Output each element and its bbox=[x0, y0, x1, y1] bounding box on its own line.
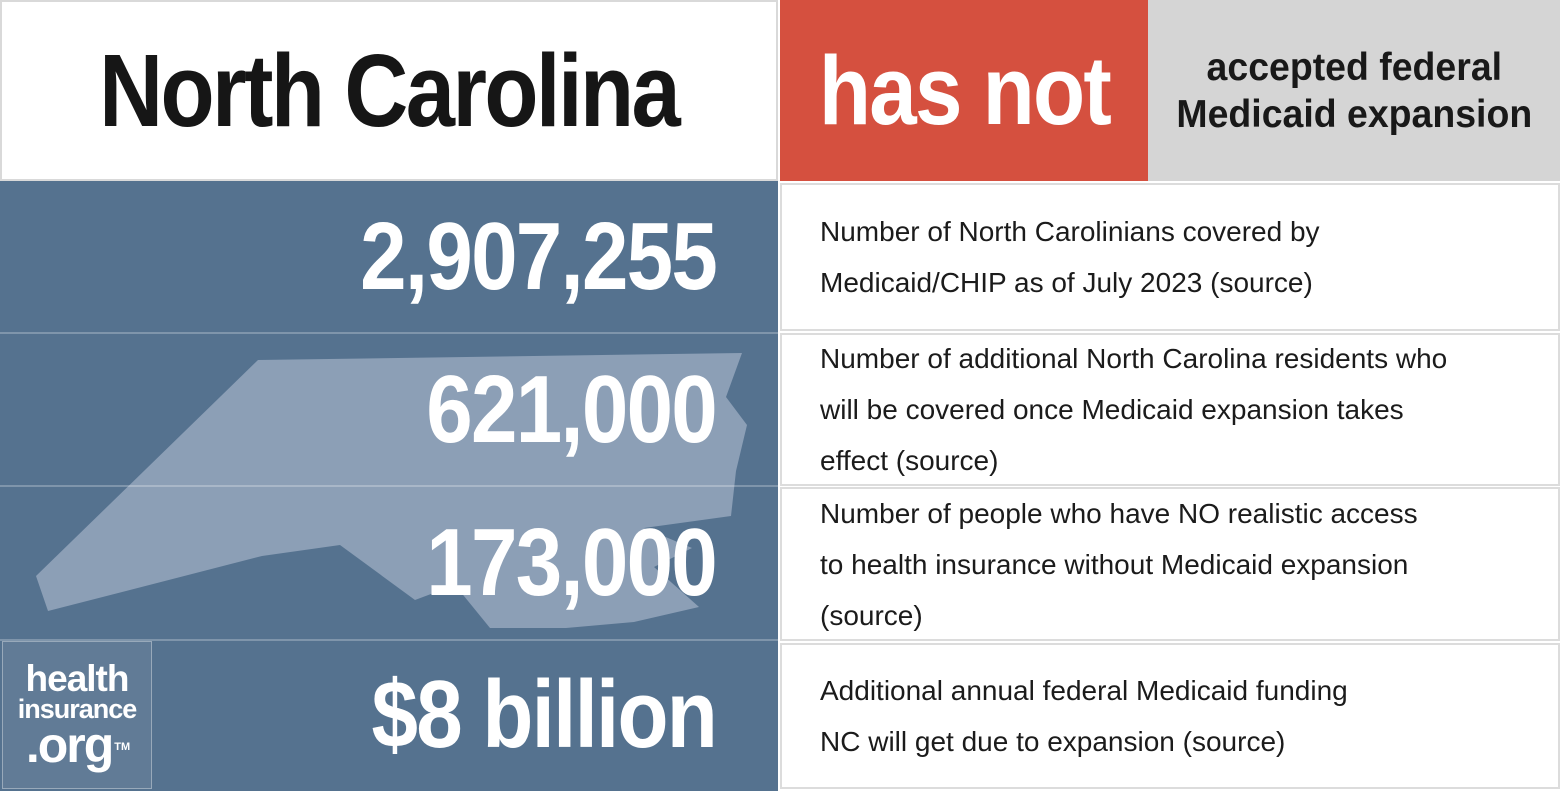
header-status-suffix-box: accepted federal Medicaid expansion bbox=[1148, 0, 1560, 181]
north-carolina-state-icon bbox=[36, 353, 747, 628]
description-text: Number of people who have NO realistic a… bbox=[820, 497, 1418, 631]
header-status-box: has not bbox=[780, 0, 1148, 181]
logo-text-org: .org TM bbox=[25, 717, 131, 773]
row-divider bbox=[0, 332, 778, 334]
description-text: Number of additional North Carolina resi… bbox=[820, 343, 1448, 476]
row-divider bbox=[0, 485, 778, 487]
description-text: Additional annual federal Medicaid fundi… bbox=[820, 675, 1348, 757]
status-text: has not bbox=[818, 35, 1111, 145]
state-title: North Carolina bbox=[99, 32, 681, 148]
source-link[interactable]: (source) bbox=[1182, 726, 1286, 757]
stat-value: 621,000 bbox=[426, 355, 717, 463]
stat-value: 173,000 bbox=[426, 509, 717, 616]
description-cell-federal-funding: Additional annual federal Medicaid fundi… bbox=[780, 643, 1560, 789]
trademark-symbol: TM bbox=[114, 741, 131, 753]
status-suffix-text: accepted federal Medicaid expansion bbox=[1176, 45, 1532, 136]
description-text: Number of North Carolinians covered by M… bbox=[820, 216, 1320, 298]
description-cell-coverage-gap: Number of people who have NO realistic a… bbox=[780, 487, 1560, 641]
source-link[interactable]: (source) bbox=[820, 599, 923, 631]
header-state-box: North Carolina bbox=[0, 0, 778, 181]
healthinsurance-org-logo: health insurance .org TM bbox=[2, 641, 152, 789]
logo-text-insurance: insurance bbox=[17, 694, 138, 724]
logo-text-health: health bbox=[25, 658, 130, 699]
stat-row-federal-funding: $8 billion bbox=[0, 641, 778, 789]
stats-panel: 2,907,255 621,000 173,000 $8 billion hea… bbox=[0, 181, 778, 791]
stat-row-medicaid-chip: 2,907,255 bbox=[0, 183, 778, 331]
stat-value: $8 billion bbox=[371, 661, 717, 768]
stat-row-coverage-gap: 173,000 bbox=[0, 487, 778, 639]
description-cell-medicaid-chip: Number of North Carolinians covered by M… bbox=[780, 183, 1560, 331]
description-cell-expansion-coverage: Number of additional North Carolina resi… bbox=[780, 333, 1560, 486]
source-link[interactable]: (source) bbox=[895, 445, 999, 476]
row-divider bbox=[0, 639, 778, 641]
stat-value: 2,907,255 bbox=[360, 203, 718, 310]
source-link[interactable]: (source) bbox=[1210, 267, 1313, 298]
stat-row-expansion-coverage: 621,000 bbox=[0, 334, 778, 485]
